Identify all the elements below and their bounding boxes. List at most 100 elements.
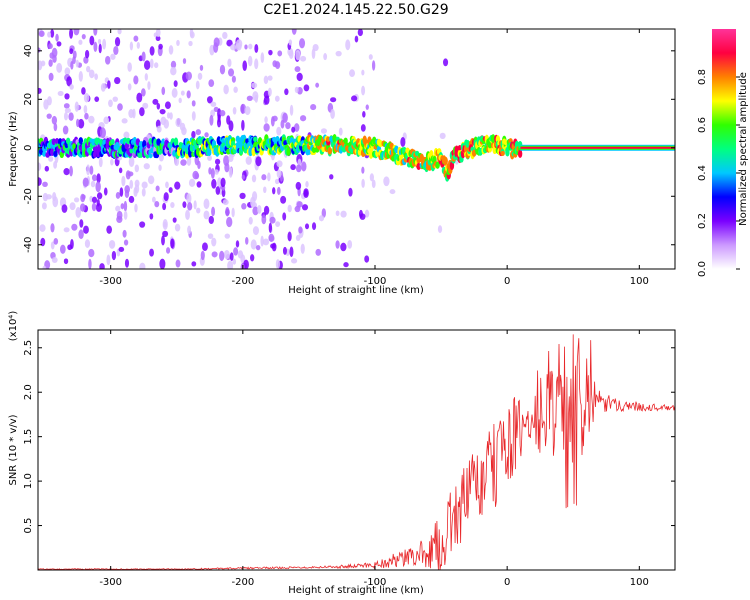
spectrogram-cell xyxy=(39,224,46,232)
spectrogram-cell xyxy=(364,255,370,263)
spectrogram-cell xyxy=(288,39,293,46)
spectrogram-cell xyxy=(124,258,130,268)
spectrogram-cell xyxy=(274,178,280,185)
spectrogram-ridge-cell xyxy=(248,147,253,157)
spectrogram-cell xyxy=(118,246,125,252)
spectrogram-cell xyxy=(117,103,123,111)
spectrogram-cell xyxy=(215,186,221,195)
spectrogram-cell xyxy=(78,71,83,82)
spectrogram-cell xyxy=(295,181,302,190)
spectrogram-cell xyxy=(237,250,244,259)
spectrogram-cell xyxy=(224,233,231,239)
spectrogram-cell xyxy=(129,179,134,189)
spectrogram-cell xyxy=(175,259,181,268)
spectrogram-cell xyxy=(180,159,187,166)
spectrogram-cell xyxy=(291,29,297,35)
spectrogram-cell xyxy=(272,187,276,195)
spectrogram-cell xyxy=(226,39,233,47)
spectrogram-cell xyxy=(147,175,155,185)
spectrogram-cell xyxy=(203,210,210,220)
spectrogram-cell xyxy=(38,162,42,171)
spectrogram-cell xyxy=(243,259,249,269)
spectrogram-cell xyxy=(123,131,130,139)
spectrogram-cell xyxy=(55,33,59,42)
spectrogram-cell xyxy=(329,174,334,180)
spectrogram-cell xyxy=(239,192,246,199)
spectrogram-cell xyxy=(102,38,107,50)
spectrogram-cell xyxy=(171,88,178,98)
spectrogram-cell xyxy=(174,157,180,166)
steady-tone-core xyxy=(520,146,675,149)
spectrogram-cell xyxy=(94,96,100,102)
spectrogram-cell xyxy=(187,202,193,211)
x-tick-label: 0 xyxy=(504,577,510,588)
spectrogram-cell xyxy=(164,101,171,110)
spectrogram-cell xyxy=(200,250,205,261)
spectrogram-cell xyxy=(268,49,273,56)
spectrogram-cell xyxy=(141,187,146,197)
spectrogram-cell xyxy=(81,87,86,95)
colorbar-tick-label: 0.4 xyxy=(697,165,708,181)
colorbar-tick-label: 0.2 xyxy=(697,213,708,229)
spectrogram-ridge-cell xyxy=(53,150,58,157)
spectrogram-cell xyxy=(71,223,78,231)
spectrogram-cell xyxy=(274,95,280,102)
spectrogram-cell xyxy=(141,51,146,62)
spectrogram-cell xyxy=(289,246,294,258)
spectrogram-cell xyxy=(141,181,148,189)
spectrogram-cell xyxy=(165,181,169,189)
y-tick-label: 1.0 xyxy=(23,473,34,489)
spectrogram-cell xyxy=(88,248,95,258)
spectrogram-ridge-cell xyxy=(286,147,291,157)
spectrogram-ridge-cell xyxy=(173,137,179,146)
spectrogram-cell xyxy=(250,196,256,208)
spectrogram-cell xyxy=(59,244,66,254)
spectrogram-ridge-cell xyxy=(398,154,404,161)
spectrogram-cell xyxy=(235,42,242,51)
spectrogram-cell xyxy=(267,172,271,182)
snr-y-label: SNR (10 * v/v) xyxy=(8,414,19,485)
spectrogram-cell xyxy=(261,214,267,225)
spectrogram-cell xyxy=(114,76,121,85)
spectrogram-cell xyxy=(301,161,307,172)
spectrogram-cell xyxy=(217,108,222,120)
spectrogram-cell xyxy=(127,83,132,91)
spectrogram-cell xyxy=(219,110,226,117)
spectrogram-cell xyxy=(276,169,282,179)
spectrogram-cell xyxy=(63,258,69,265)
spectrogram-cell xyxy=(263,123,270,132)
spectrogram-cell xyxy=(38,47,41,53)
x-tick-label: 0 xyxy=(504,276,510,287)
spectrogram-cell xyxy=(88,69,95,79)
spectrogram-cell xyxy=(139,107,145,117)
spectrogram-cell xyxy=(287,47,294,57)
spectrogram-cell xyxy=(211,251,218,258)
spectrogram-cell xyxy=(63,111,68,121)
spectrogram-cell xyxy=(113,45,119,55)
colorbar-tick-label: 0.6 xyxy=(697,117,708,133)
spectrogram-cell xyxy=(188,40,193,47)
y-tick-label: 2.5 xyxy=(23,340,34,356)
spectrogram-cell xyxy=(255,156,262,167)
spectrogram-cell xyxy=(227,58,232,68)
spectrogram-cell xyxy=(358,209,363,218)
y-tick-label: 1.5 xyxy=(23,429,34,445)
spectrogram-cell xyxy=(320,128,328,134)
spectrogram-cell xyxy=(189,31,195,39)
spectrogram-cell xyxy=(210,101,217,107)
spectrogram-cell xyxy=(290,164,296,171)
spectrogram-cell xyxy=(315,248,322,256)
spectrogram-cell xyxy=(38,60,43,71)
colorbar-label: Normalized spectral amplitude xyxy=(738,72,749,226)
spectrogram-cell xyxy=(53,122,58,132)
spectrogram-cell xyxy=(174,181,181,190)
spectrogram-cell xyxy=(155,35,161,42)
spectrogram-cell xyxy=(354,35,359,43)
spectrogram-cell xyxy=(211,237,217,247)
spectrogram-cell xyxy=(149,213,154,220)
spectrogram-cell xyxy=(178,97,182,104)
spectrogram-cell xyxy=(62,125,69,135)
spectrogram-cell xyxy=(267,75,273,81)
spectrogram-cell xyxy=(115,205,121,212)
spectrogram-cell xyxy=(209,44,215,56)
